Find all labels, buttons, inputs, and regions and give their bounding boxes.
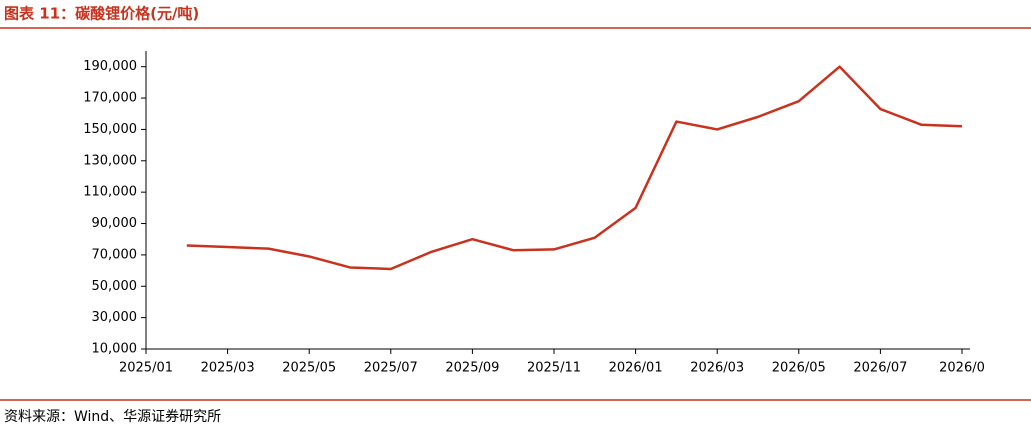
x-tick-label: 2026/07 xyxy=(853,361,907,376)
y-tick-label: 150,000 xyxy=(83,122,137,137)
y-tick-label: 50,000 xyxy=(92,279,138,294)
x-tick-label: 2026/01 xyxy=(609,361,663,376)
y-tick-label: 190,000 xyxy=(83,59,137,74)
price-line xyxy=(186,65,963,271)
source-note: 资料来源：Wind、华源证券研究所 xyxy=(4,409,221,425)
x-tick-label: 2026/05 xyxy=(772,361,826,376)
y-tick-label: 10,000 xyxy=(92,342,138,357)
x-tick-label: 2025/09 xyxy=(445,361,499,376)
y-tick-label: 110,000 xyxy=(83,185,137,200)
y-tick-label: 70,000 xyxy=(92,247,138,262)
y-tick-label: 90,000 xyxy=(92,216,138,231)
x-tick-label: 2026/0 xyxy=(939,361,985,376)
x-tick-label: 2025/11 xyxy=(527,361,581,376)
x-tick-label: 2025/05 xyxy=(282,361,336,376)
x-tick-label: 2025/01 xyxy=(119,361,173,376)
chart-title: 图表 11：碳酸锂价格(元/吨) xyxy=(4,5,199,23)
y-tick-label: 30,000 xyxy=(92,310,138,325)
x-tick-label: 2026/03 xyxy=(690,361,744,376)
y-tick-label: 130,000 xyxy=(83,153,137,168)
y-tick-label: 170,000 xyxy=(83,91,137,106)
x-tick-label: 2025/07 xyxy=(364,361,418,376)
x-tick-label: 2025/03 xyxy=(201,361,255,376)
